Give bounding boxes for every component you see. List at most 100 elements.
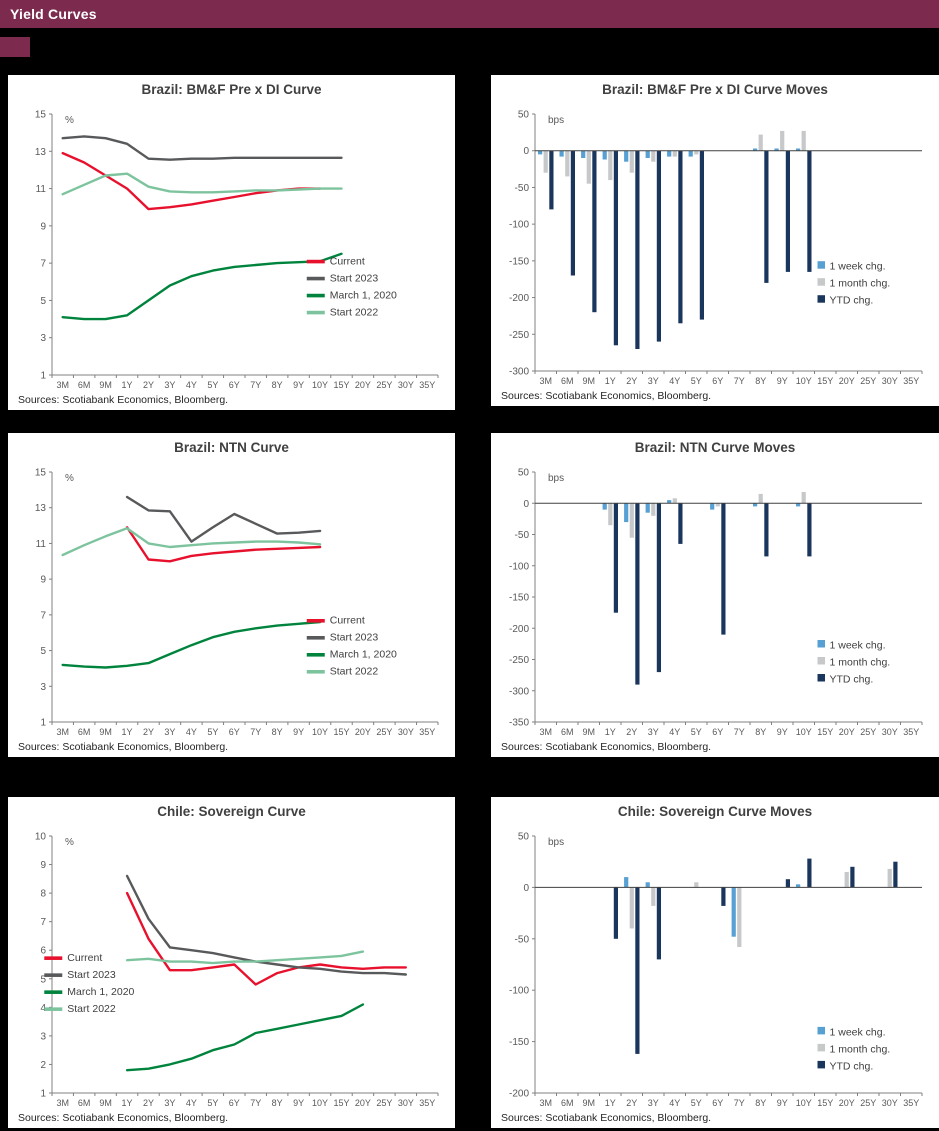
svg-text:13: 13 xyxy=(35,503,47,514)
sources-note: Sources: Scotiabank Economics, Bloomberg… xyxy=(18,1112,229,1124)
accent-block xyxy=(0,37,30,57)
svg-text:10: 10 xyxy=(35,832,47,843)
svg-text:4Y: 4Y xyxy=(669,727,680,737)
svg-text:25Y: 25Y xyxy=(376,1098,392,1108)
svg-text:9M: 9M xyxy=(582,727,595,737)
svg-text:6Y: 6Y xyxy=(229,727,240,737)
svg-text:bps: bps xyxy=(548,837,564,848)
svg-text:30Y: 30Y xyxy=(882,376,898,386)
svg-text:-350: -350 xyxy=(509,718,529,729)
svg-text:3Y: 3Y xyxy=(164,1098,175,1108)
svg-text:10Y: 10Y xyxy=(312,1098,328,1108)
svg-text:8Y: 8Y xyxy=(755,727,766,737)
svg-text:9M: 9M xyxy=(99,380,112,390)
brazil-ntn-moves-bar-chart: -350 -300 -250 -200 -150 -100 -50 0 50 3M 6M 9M 1Y 2Y… xyxy=(509,468,923,737)
svg-text:YTD chg.: YTD chg. xyxy=(830,1060,874,1072)
svg-text:2: 2 xyxy=(40,1060,46,1071)
svg-text:6Y: 6Y xyxy=(712,376,723,386)
svg-text:20Y: 20Y xyxy=(355,1098,371,1108)
sources-note: Sources: Scotiabank Economics, Bloomberg… xyxy=(18,741,229,753)
svg-text:20Y: 20Y xyxy=(839,727,855,737)
svg-text:5Y: 5Y xyxy=(691,727,702,737)
svg-text:Start 2022: Start 2022 xyxy=(330,666,379,678)
svg-text:20Y: 20Y xyxy=(355,727,371,737)
svg-text:-50: -50 xyxy=(515,183,530,194)
svg-text:9M: 9M xyxy=(99,1098,112,1108)
svg-text:-250: -250 xyxy=(509,330,529,341)
svg-text:5: 5 xyxy=(40,646,46,657)
svg-text:1Y: 1Y xyxy=(122,380,133,390)
svg-text:50: 50 xyxy=(518,832,530,843)
svg-text:6M: 6M xyxy=(561,727,574,737)
svg-text:2Y: 2Y xyxy=(626,727,637,737)
svg-text:25Y: 25Y xyxy=(376,380,392,390)
svg-text:9M: 9M xyxy=(582,1098,595,1108)
svg-text:9M: 9M xyxy=(99,727,112,737)
svg-text:30Y: 30Y xyxy=(882,727,898,737)
svg-text:8Y: 8Y xyxy=(272,727,283,737)
svg-text:7Y: 7Y xyxy=(734,1098,745,1108)
svg-text:2Y: 2Y xyxy=(143,1098,154,1108)
svg-text:35Y: 35Y xyxy=(903,1098,919,1108)
svg-text:1Y: 1Y xyxy=(605,376,616,386)
svg-text:25Y: 25Y xyxy=(376,727,392,737)
svg-text:5Y: 5Y xyxy=(691,376,702,386)
svg-text:9Y: 9Y xyxy=(777,376,788,386)
svg-text:Start 2022: Start 2022 xyxy=(67,1003,116,1015)
svg-text:8Y: 8Y xyxy=(272,380,283,390)
svg-text:-250: -250 xyxy=(509,655,529,666)
svg-text:4Y: 4Y xyxy=(669,376,680,386)
svg-text:3M: 3M xyxy=(539,376,552,386)
svg-text:5Y: 5Y xyxy=(207,1098,218,1108)
svg-text:4: 4 xyxy=(40,1003,46,1014)
svg-text:-100: -100 xyxy=(509,986,529,997)
chart-title: Brazil: BM&F Pre x DI Curve xyxy=(141,82,322,97)
svg-text:9Y: 9Y xyxy=(293,1098,304,1108)
svg-text:6M: 6M xyxy=(78,727,91,737)
svg-text:6: 6 xyxy=(40,946,46,957)
svg-text:15Y: 15Y xyxy=(333,1098,349,1108)
svg-text:-300: -300 xyxy=(509,686,529,697)
svg-text:8Y: 8Y xyxy=(755,1098,766,1108)
svg-text:9Y: 9Y xyxy=(293,727,304,737)
svg-text:3M: 3M xyxy=(56,380,69,390)
svg-text:9Y: 9Y xyxy=(777,727,788,737)
svg-text:20Y: 20Y xyxy=(839,1098,855,1108)
svg-text:1 week chg.: 1 week chg. xyxy=(830,261,886,273)
svg-text:10Y: 10Y xyxy=(796,376,812,386)
svg-text:7Y: 7Y xyxy=(734,727,745,737)
chart-panel-brazil-bmf-moves: Brazil: BM&F Pre x DI Curve Moves -300 -2… xyxy=(491,75,939,406)
svg-text:1 week chg.: 1 week chg. xyxy=(830,640,886,652)
svg-text:2Y: 2Y xyxy=(143,727,154,737)
svg-text:15: 15 xyxy=(35,468,47,479)
brazil-bmf-moves-bar-chart: -300 -250 -200 -150 -100 -50 0 50 3M 6M 9M 1Y 2Y 3Y 4Y… xyxy=(509,110,923,386)
svg-text:3: 3 xyxy=(40,1031,46,1042)
svg-text:5Y: 5Y xyxy=(207,380,218,390)
sources-note: Sources: Scotiabank Economics, Bloomberg… xyxy=(501,390,712,402)
svg-text:7: 7 xyxy=(40,259,46,270)
svg-text:1: 1 xyxy=(40,371,46,382)
svg-text:1 month chg.: 1 month chg. xyxy=(830,657,891,669)
svg-text:3M: 3M xyxy=(56,727,69,737)
svg-text:6Y: 6Y xyxy=(712,1098,723,1108)
svg-text:1Y: 1Y xyxy=(605,1098,616,1108)
chart-title: Brazil: NTN Curve Moves xyxy=(634,440,796,455)
svg-text:1Y: 1Y xyxy=(122,727,133,737)
svg-text:-100: -100 xyxy=(509,561,529,572)
svg-text:15Y: 15Y xyxy=(817,376,833,386)
svg-text:3Y: 3Y xyxy=(164,380,175,390)
svg-text:6M: 6M xyxy=(561,1098,574,1108)
chart-panel-chile-sovereign-moves: Chile: Sovereign Curve Moves -200 -150 -10… xyxy=(491,797,939,1128)
svg-text:7Y: 7Y xyxy=(250,1098,261,1108)
svg-text:7Y: 7Y xyxy=(250,380,261,390)
chart-title: Chile: Sovereign Curve Moves xyxy=(617,804,813,819)
svg-text:-50: -50 xyxy=(515,934,530,945)
svg-text:-200: -200 xyxy=(509,624,529,635)
svg-text:15: 15 xyxy=(35,110,47,121)
svg-text:10Y: 10Y xyxy=(312,380,328,390)
svg-text:Current: Current xyxy=(330,615,365,627)
svg-text:6Y: 6Y xyxy=(229,380,240,390)
svg-text:4Y: 4Y xyxy=(186,1098,197,1108)
chart-title: Chile: Sovereign Curve xyxy=(157,804,306,819)
svg-text:3M: 3M xyxy=(539,1098,552,1108)
